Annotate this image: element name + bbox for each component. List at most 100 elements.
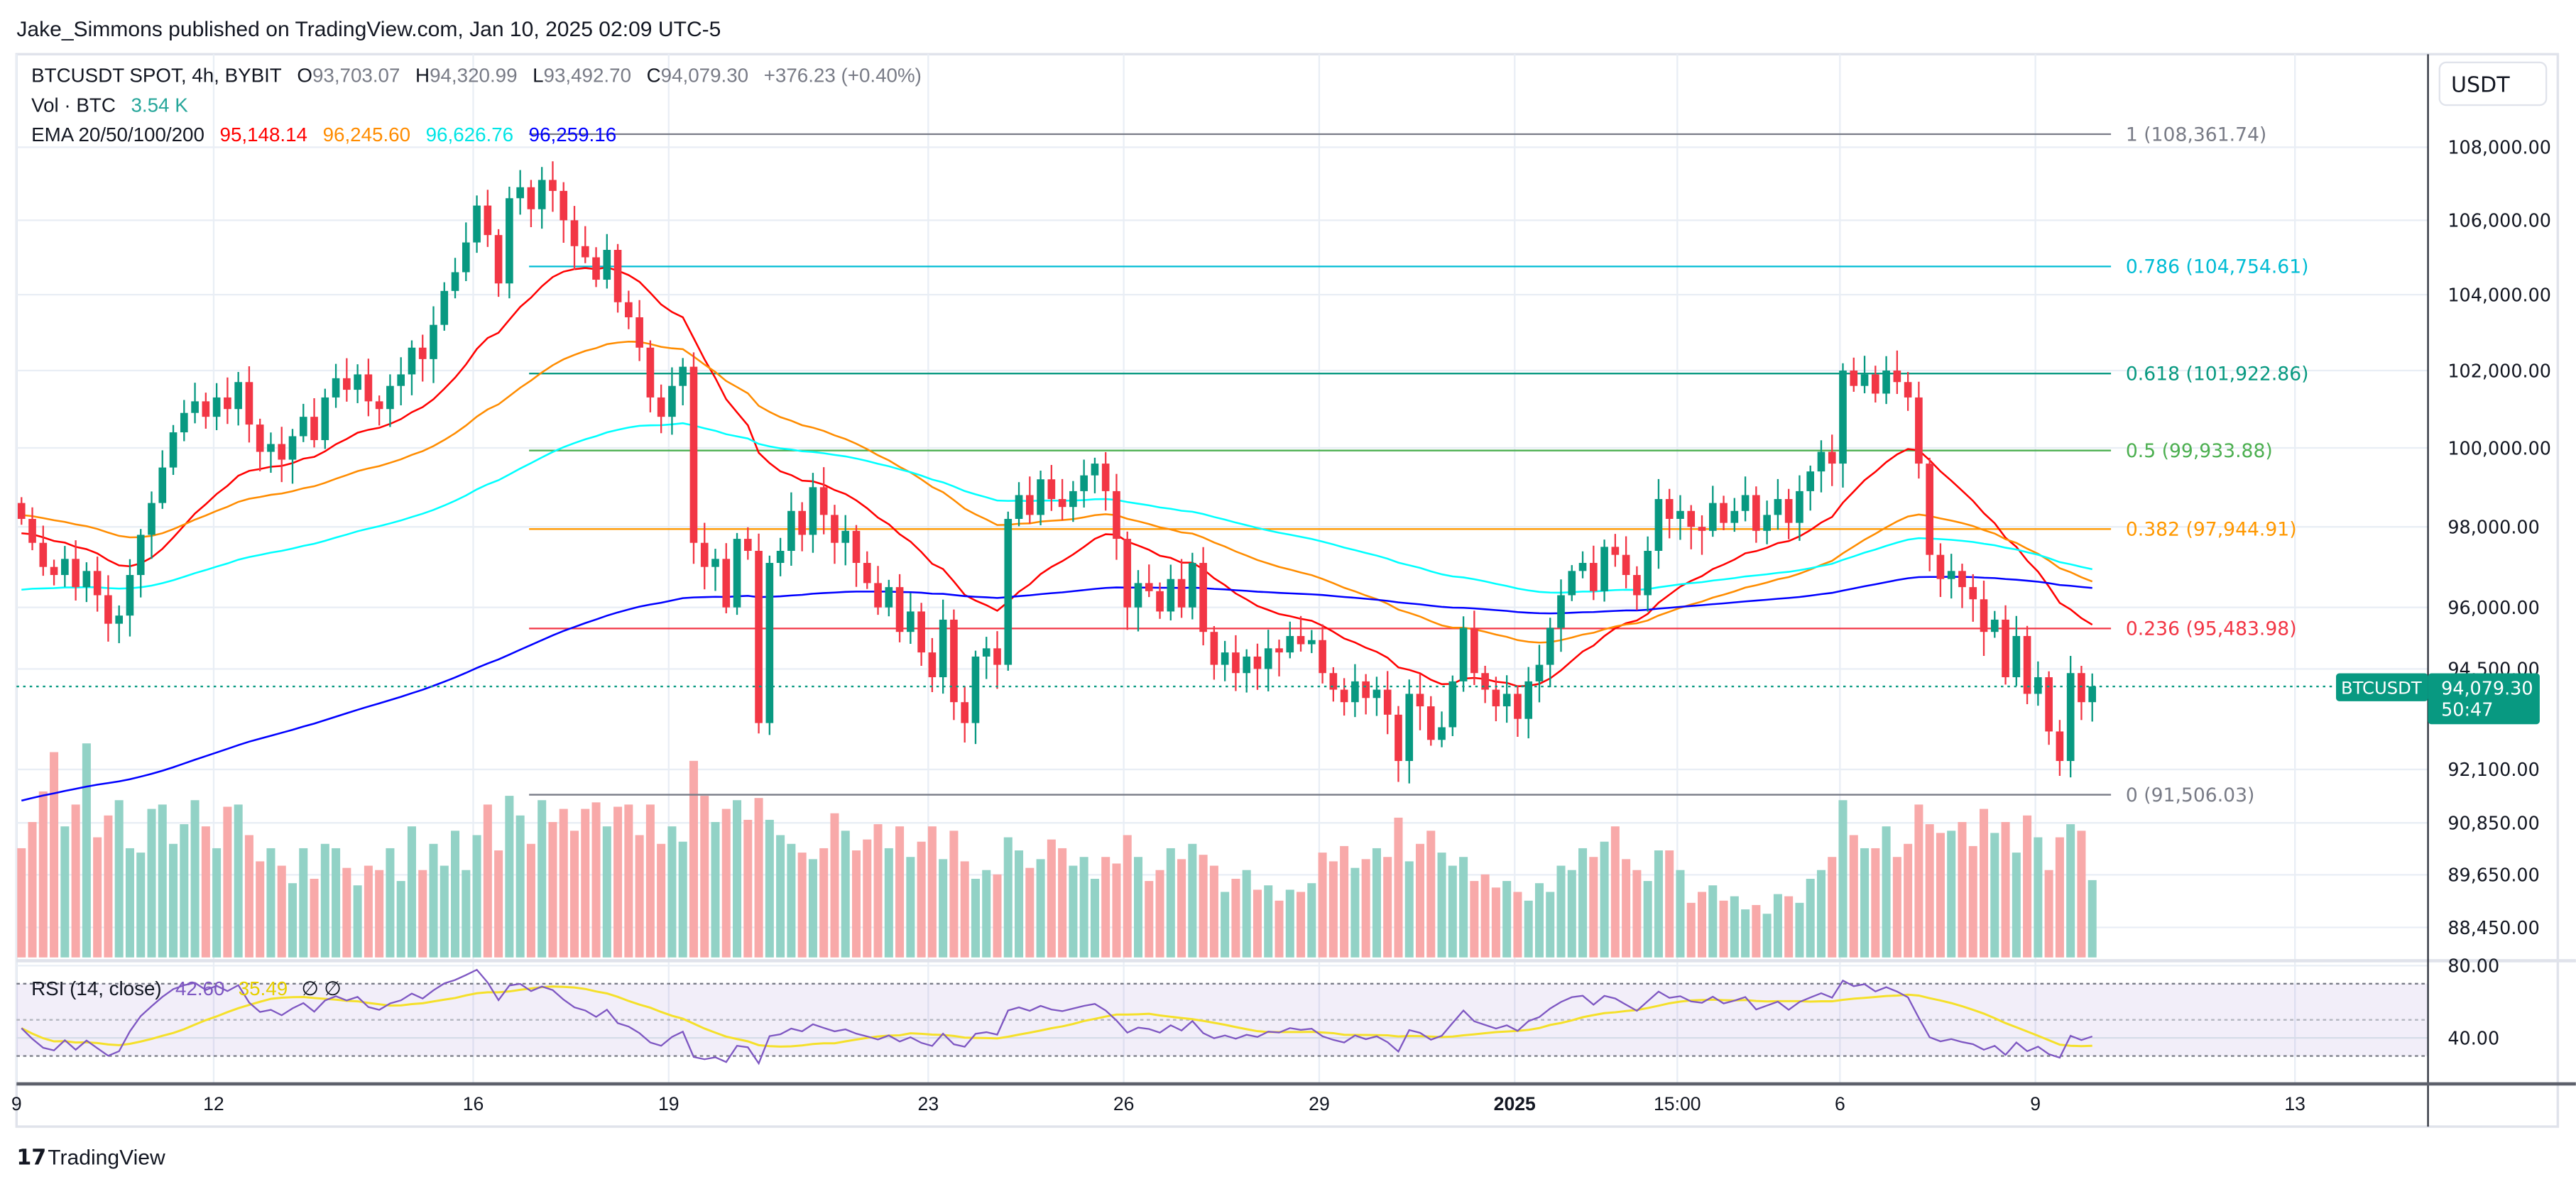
volume-bar xyxy=(1252,889,1262,958)
volume-bar xyxy=(819,848,829,958)
volume-bar xyxy=(1047,839,1056,958)
volume-bar xyxy=(440,865,449,958)
candle-body xyxy=(1243,656,1251,674)
volume-bar xyxy=(147,809,156,958)
candle-body xyxy=(2002,619,2009,678)
candle xyxy=(1578,551,1587,579)
currency-button[interactable]: USDT xyxy=(2438,61,2548,106)
volume-bar xyxy=(50,752,59,958)
candle xyxy=(993,631,1001,689)
candle-body xyxy=(1774,499,1782,515)
candle xyxy=(668,367,676,435)
candle xyxy=(863,551,871,589)
candle xyxy=(1698,515,1706,555)
fib-label-0.382: 0.382 (97,944.91) xyxy=(2126,519,2297,541)
svg-text:EMA 20/50/100/200 95,148: EMA 20/50/100/200 95,148.14 96,245.60 96… xyxy=(31,124,616,146)
candle xyxy=(1167,564,1175,620)
candle xyxy=(408,340,416,395)
price-label: 88,450.00 xyxy=(2447,917,2539,938)
candle xyxy=(1850,357,1858,392)
candle-body xyxy=(668,385,676,417)
volume-bar xyxy=(1546,892,1555,958)
volume-bar xyxy=(1383,857,1392,958)
tradingview-logo[interactable]: 17 TradingView xyxy=(16,1145,165,1170)
ema50-value: 96,245.60 xyxy=(323,124,410,146)
candle-body xyxy=(971,656,980,723)
volume-bar xyxy=(1524,900,1533,958)
candle-body xyxy=(1253,656,1262,669)
candle-body xyxy=(907,611,915,632)
candle xyxy=(278,427,286,483)
volume-bar xyxy=(60,826,70,958)
ema20-value: 95,148.14 xyxy=(220,124,307,146)
candle xyxy=(939,599,947,694)
candle xyxy=(1524,667,1533,739)
volume-bar xyxy=(212,848,222,958)
volume-bar xyxy=(386,848,395,958)
ema-legend-label[interactable]: EMA 20/50/100/200 xyxy=(31,124,204,146)
candle xyxy=(1654,478,1663,569)
candle-body xyxy=(1297,635,1305,645)
candle-body xyxy=(104,595,112,624)
open-value: 93,703.07 xyxy=(312,65,400,87)
time-axis[interactable]: 9 12 16 19 23 26 29 2025 15:00 6 9 13 xyxy=(11,1093,2305,1114)
volume-legend-label[interactable]: Vol · BTC xyxy=(31,94,116,116)
symbol-title[interactable]: BTCUSDT SPOT, 4h, BYBIT xyxy=(31,65,282,87)
candle-body xyxy=(646,347,655,398)
candle-body xyxy=(1882,371,1890,394)
volume-bar xyxy=(851,850,861,958)
candle xyxy=(950,609,958,720)
volume-bar xyxy=(277,865,286,958)
volume-bar xyxy=(1264,885,1273,958)
candle-body xyxy=(1904,382,1912,398)
volume-bar xyxy=(1784,896,1794,958)
candle-body xyxy=(386,385,394,410)
candle-body xyxy=(1156,591,1164,612)
volume-bar xyxy=(1426,831,1436,958)
candle-body xyxy=(93,571,102,596)
candle xyxy=(2066,655,2075,778)
fibonacci-retracement[interactable]: 1 (108,361.74) 0.786 (104,754.61) 0.618 (1… xyxy=(529,124,2309,806)
candle-body xyxy=(613,250,622,302)
candle-body xyxy=(61,559,69,576)
price-label: 104,000.00 xyxy=(2447,284,2551,305)
volume-bar xyxy=(2034,837,2043,958)
candle-body xyxy=(1850,371,1858,386)
candle-body xyxy=(375,401,383,410)
rsi-legend[interactable]: RSI (14, close) 42.60 35.49 ∅ ∅ xyxy=(31,977,341,999)
candle xyxy=(1037,470,1044,526)
candle-body xyxy=(722,559,731,608)
volume-bar xyxy=(1394,817,1403,958)
candle-body xyxy=(1687,510,1696,527)
candle xyxy=(646,340,655,412)
candle xyxy=(321,388,329,449)
volume-bar xyxy=(104,815,113,958)
candle-body xyxy=(1372,689,1381,698)
volume-bar xyxy=(1069,865,1078,958)
price-label: 100,000.00 xyxy=(2447,437,2551,459)
volume-bar xyxy=(320,843,329,958)
fib-label-0.618: 0.618 (101,922.86) xyxy=(2126,363,2309,385)
candle-body xyxy=(798,510,806,535)
volume-bar xyxy=(342,867,351,958)
volume-bar xyxy=(82,743,91,958)
time-label: 29 xyxy=(1309,1093,1330,1114)
volume-bar xyxy=(657,843,666,958)
candle xyxy=(1611,534,1620,567)
volume-bar xyxy=(797,853,807,958)
symbol-legend[interactable]: BTCUSDT SPOT, 4h, BYBIT O93,703.07 H94,3… xyxy=(31,65,922,146)
candle xyxy=(1893,350,1901,394)
candle-body xyxy=(516,187,524,199)
fib-label-0.5: 0.5 (99,933.88) xyxy=(2126,440,2273,462)
candle xyxy=(1189,552,1196,620)
candle-body xyxy=(28,518,36,543)
candle-body xyxy=(1101,464,1110,491)
candle xyxy=(1275,640,1283,676)
candle xyxy=(1774,478,1782,530)
volume-bar xyxy=(375,870,384,958)
candle-body xyxy=(1926,464,1933,555)
candle-body xyxy=(332,378,340,398)
candle-body xyxy=(1578,562,1587,571)
candle xyxy=(1101,451,1110,511)
